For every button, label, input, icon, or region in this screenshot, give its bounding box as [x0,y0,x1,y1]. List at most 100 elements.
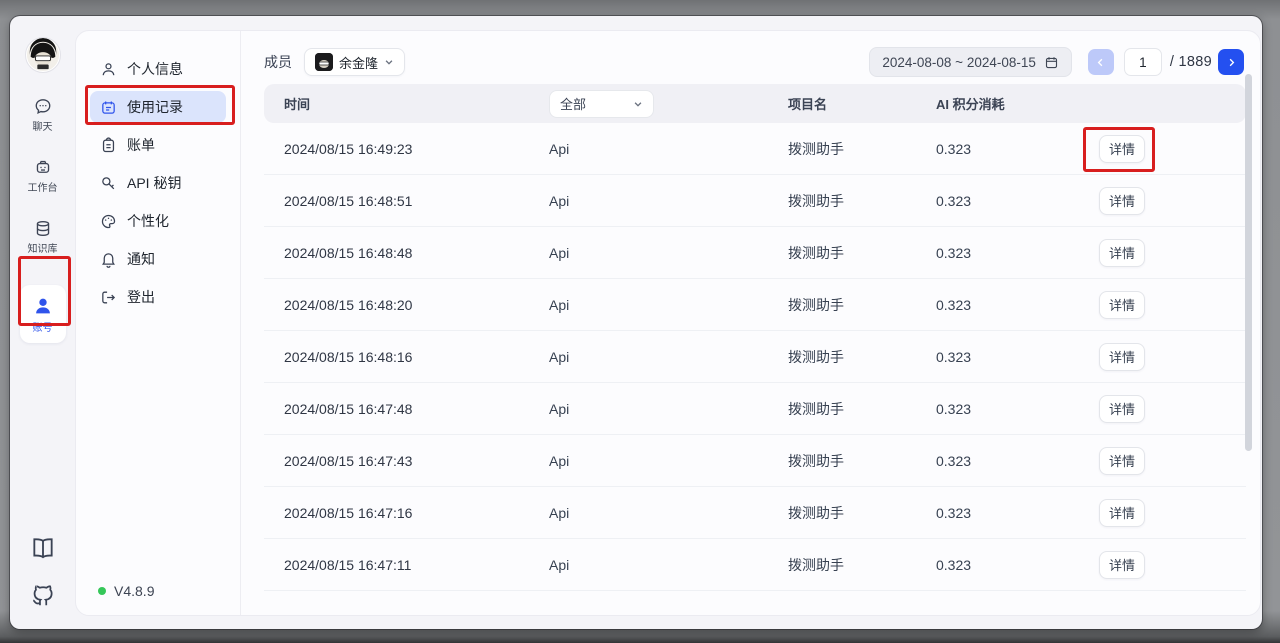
detail-button[interactable]: 详情 [1099,446,1145,475]
date-range-value: 2024-08-08 ~ 2024-08-15 [882,54,1036,70]
rail-item-label: 工作台 [27,183,58,194]
account-menu: 个人信息 使用记录 账单 [76,31,241,615]
cell-project-name: 拨测助手 [788,504,844,521]
cell-project-name: 拨测助手 [788,244,844,261]
database-icon [36,221,49,236]
table-row: 2024/08/15 16:47:16 Api 拨测助手 0.323 详情 [264,487,1246,539]
menu-item-label: 登出 [127,289,155,305]
col-header-time: 时间 [284,97,311,112]
detail-button[interactable]: 详情 [1099,238,1145,267]
main-panel: 成员 余金隆 2024-08-08 ~ 2024-08-15 [241,31,1260,615]
github-icon[interactable] [30,582,56,608]
bell-icon [100,251,117,268]
date-range-picker[interactable]: 2024-08-08 ~ 2024-08-15 [869,47,1072,77]
cell-time: 2024/08/15 16:47:43 [284,452,413,469]
key-icon [100,175,117,192]
member-select[interactable]: 余金隆 [304,48,406,76]
menu-item-logout[interactable]: 登出 [90,281,226,313]
menu-item-billing[interactable]: 账单 [90,129,226,161]
menu-item-personalization[interactable]: 个性化 [90,205,226,237]
table-body: 2024/08/15 16:49:23 Api 拨测助手 0.323 详情 20… [264,123,1246,591]
version-info: V4.8.9 [98,583,154,599]
cell-cost: 0.323 [936,504,972,521]
cell-cost: 0.323 [936,348,972,365]
cell-cost: 0.323 [936,244,972,261]
menu-item-label: 使用记录 [127,99,183,115]
menu-item-profile[interactable]: 个人信息 [90,53,226,85]
project-filter-select[interactable]: 全部 [549,89,654,118]
rail-item-chat[interactable]: 聊天 [16,97,70,133]
menu-item-label: 通知 [127,251,155,267]
col-header-cost: AI 积分消耗 [936,97,1005,112]
cell-cost: 0.323 [936,556,972,573]
rail-item-label: 聊天 [32,122,53,133]
filter-value: 全部 [560,97,587,112]
cell-project: Api [549,556,570,573]
detail-button[interactable]: 详情 [1099,290,1145,319]
detail-button[interactable]: 详情 [1099,134,1145,163]
cell-cost: 0.323 [936,140,972,157]
cell-project-name: 拨测助手 [788,400,844,417]
member-avatar [315,53,333,71]
status-dot [98,587,106,595]
cell-project: Api [549,452,570,469]
cell-project-name: 拨测助手 [788,452,844,469]
menu-item-usage-records[interactable]: 使用记录 [90,91,226,123]
cell-project: Api [549,140,570,157]
rail-item-account[interactable]: 账号 [19,285,66,343]
user-icon [100,61,117,78]
next-page-button[interactable] [1218,49,1244,75]
detail-button[interactable]: 详情 [1099,498,1145,527]
clipboard-icon [100,136,117,154]
cell-project-name: 拨测助手 [788,140,844,157]
cell-time: 2024/08/15 16:48:20 [284,296,413,313]
table-row: 2024/08/15 16:49:23 Api 拨测助手 0.323 详情 [264,123,1246,175]
member-name: 余金隆 [339,55,379,71]
docs-book-icon[interactable] [30,535,56,561]
table-row: 2024/08/15 16:47:43 Api 拨测助手 0.323 详情 [264,435,1246,487]
user-avatar[interactable] [24,37,61,73]
table-row: 2024/08/15 16:48:48 Api 拨测助手 0.323 详情 [264,227,1246,279]
table-header: 时间 全部 项目名 AI 积分消耗 [264,84,1246,123]
arrow-right-icon [1229,58,1234,66]
detail-button[interactable]: 详情 [1099,342,1145,371]
cell-project: Api [549,192,570,209]
rail-item-label: 账号 [32,322,53,334]
table-row: 2024/08/15 16:47:11 Api 拨测助手 0.323 详情 [264,539,1246,591]
app-window: 聊天 工作台 知识库 [10,16,1262,629]
cell-project-name: 拨测助手 [788,192,844,209]
cell-project: Api [549,400,570,417]
icon-rail: 聊天 工作台 知识库 [10,16,75,629]
menu-item-label: 个性化 [127,213,169,229]
detail-button[interactable]: 详情 [1099,550,1145,579]
arrow-left-icon [1098,58,1103,66]
rail-item-workspace[interactable]: 工作台 [16,158,70,194]
col-header-project: 项目名 [788,97,828,112]
page-number-input[interactable] [1123,48,1162,76]
menu-item-api-keys[interactable]: API 秘钥 [90,167,226,199]
cell-project: Api [549,296,570,313]
menu-item-notifications[interactable]: 通知 [90,243,226,275]
detail-button[interactable]: 详情 [1099,186,1145,215]
detail-button[interactable]: 详情 [1099,394,1145,423]
cell-time: 2024/08/15 16:48:51 [284,192,413,209]
robot-icon [36,160,49,173]
cell-time: 2024/08/15 16:48:16 [284,348,413,365]
menu-item-label: API 秘钥 [127,175,182,191]
prev-page-button[interactable] [1087,49,1114,75]
cell-cost: 0.323 [936,192,972,209]
cell-time: 2024/08/15 16:47:11 [284,556,412,573]
table-row: 2024/08/15 16:48:51 Api 拨测助手 0.323 详情 [264,175,1246,227]
rail-item-knowledge[interactable]: 知识库 [16,219,70,255]
page-total: / 1889 [1169,54,1212,70]
member-label: 成员 [264,54,292,70]
rail-nav: 聊天 工作台 知识库 [16,97,70,343]
chevron-down-icon [385,60,393,65]
cell-cost: 0.323 [936,452,972,469]
logout-icon [100,289,117,306]
cell-cost: 0.323 [936,296,972,313]
table-row: 2024/08/15 16:47:48 Api 拨测助手 0.323 详情 [264,383,1246,435]
calendar-icon [100,99,117,116]
menu-item-label: 个人信息 [127,61,183,77]
vertical-scrollbar-thumb[interactable] [1245,74,1252,451]
